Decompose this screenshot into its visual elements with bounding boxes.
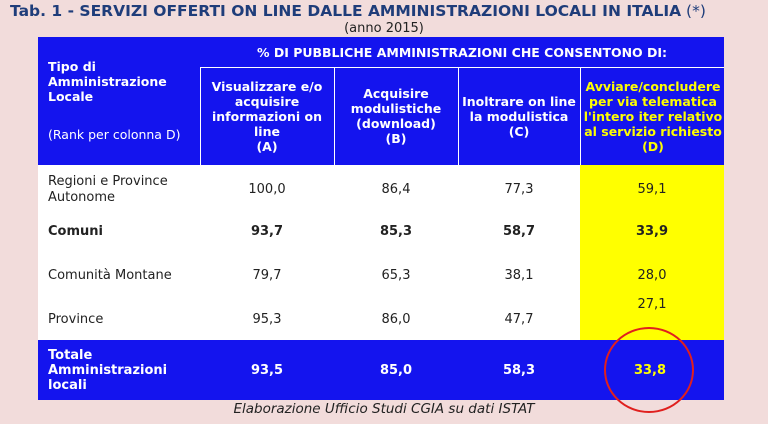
- header-type: Tipo di Amministrazione Locale: [48, 59, 196, 117]
- row-value-a: 95,3: [252, 312, 282, 327]
- total-value-a: 93,5: [250, 362, 284, 378]
- row-value-b: 86,4: [381, 182, 411, 197]
- row-value-b: 65,3: [381, 268, 411, 283]
- header-divider: [200, 67, 724, 68]
- table-title: Tab. 1 - SERVIZI OFFERTI ON LINE DALLE A…: [10, 2, 760, 20]
- column-divider: [334, 67, 335, 165]
- header-type-label: Tipo di Amministrazione Locale: [48, 59, 167, 104]
- row-value-d: 33,9: [635, 224, 669, 239]
- header-col-a-label: Visualizzare e/o acquisire informazioni …: [211, 78, 323, 139]
- column-divider: [200, 67, 201, 165]
- source-note: Elaborazione Ufficio Studi CGIA su dati …: [233, 401, 535, 417]
- header-rank: (Rank per colonna D): [48, 126, 181, 142]
- header-col-c: Inoltrare on line la modulistica (C): [460, 69, 578, 163]
- row-value-a: 100,0: [248, 182, 286, 197]
- row-value-d: 27,1: [637, 297, 667, 312]
- row-value-d: 59,1: [637, 182, 667, 197]
- highlight-circle: [604, 327, 694, 413]
- column-d-highlight: [580, 165, 724, 340]
- total-value-c: 58,3: [502, 362, 536, 378]
- header-group: % DI PUBBLICHE AMMINISTRAZIONI CHE CONSE…: [256, 44, 668, 60]
- table-subtitle: (anno 2015): [344, 21, 424, 36]
- header-col-d-letter: (D): [642, 138, 664, 154]
- table-header: [38, 37, 724, 165]
- header-col-c-letter: (C): [508, 123, 530, 139]
- row-value-c: 38,1: [504, 268, 534, 283]
- row-value-a: 93,7: [250, 224, 284, 239]
- header-col-d: Avviare/concludere per via telematica l'…: [582, 69, 724, 163]
- total-value-b: 85,0: [379, 362, 413, 378]
- total-type: Totale Amministrazioni locali: [48, 347, 168, 393]
- row-type: Province: [48, 312, 104, 327]
- header-col-a: Visualizzare e/o acquisire informazioni …: [202, 69, 332, 163]
- header-col-d-label: Avviare/concludere per via telematica l'…: [583, 78, 723, 139]
- table-title-main: Tab. 1 - SERVIZI OFFERTI ON LINE DALLE A…: [10, 2, 682, 20]
- header-col-b-label: Acquisire modulistiche (download): [350, 86, 442, 131]
- header-col-a-letter: (A): [256, 138, 278, 154]
- header-col-b-letter: (B): [385, 131, 407, 146]
- row-value-a: 79,7: [252, 268, 282, 283]
- row-value-d: 28,0: [637, 268, 667, 283]
- row-type: Comunità Montane: [48, 268, 172, 283]
- row-value-c: 47,7: [504, 312, 534, 327]
- row-value-b: 86,0: [381, 312, 411, 327]
- services-table: Tipo di Amministrazione Locale (Rank per…: [38, 37, 724, 400]
- header-col-c-label: Inoltrare on line la modulistica: [462, 93, 576, 124]
- row-value-c: 58,7: [502, 224, 536, 239]
- header-col-b: Acquisire modulistiche (download) (B): [336, 69, 456, 163]
- row-value-c: 77,3: [504, 182, 534, 197]
- row-type: Comuni: [48, 224, 103, 239]
- row-value-b: 85,3: [379, 224, 413, 239]
- column-divider: [580, 67, 581, 165]
- column-divider: [458, 67, 459, 165]
- table-title-star: (*): [681, 2, 706, 20]
- row-type: Regioni e Province Autonome: [48, 174, 168, 205]
